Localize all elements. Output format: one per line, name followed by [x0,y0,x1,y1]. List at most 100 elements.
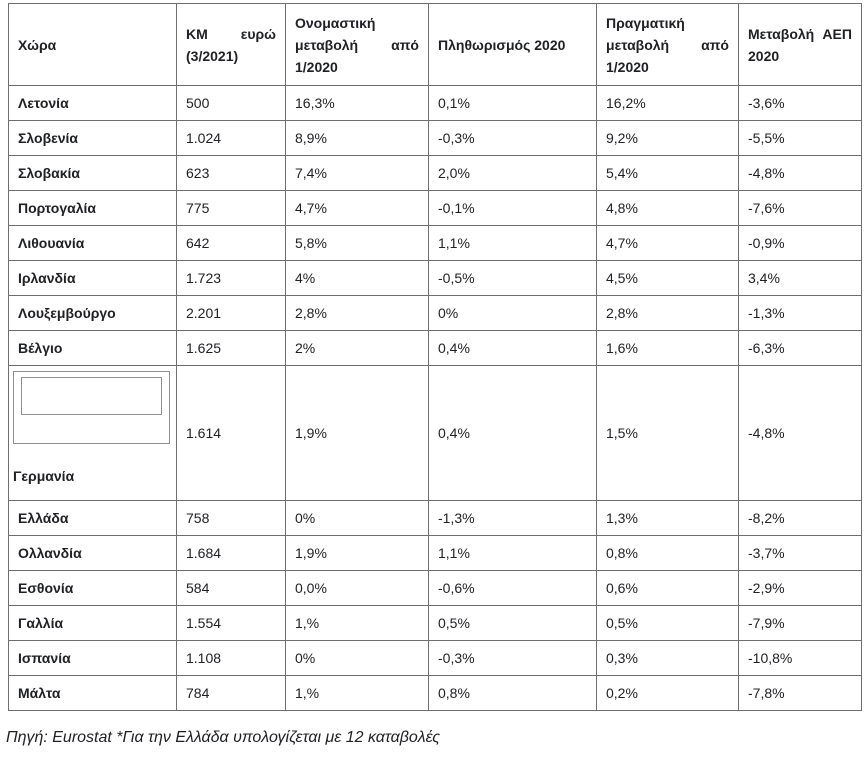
column-header-nominal-change: Ονομαστική μεταβολή από 1/2020 [285,3,429,86]
source-note: Πηγή: Eurostat *Για την Ελλάδα υπολογίζε… [6,729,441,746]
nominal-change-cell: 2% [285,330,429,366]
inflation-cell: -1,3% [428,500,597,536]
inflation-cell: -0,3% [428,640,597,676]
gdp-change-cell: -4,8% [738,155,862,191]
gdp-change-cell: -5,5% [738,120,862,156]
table-row: Λιθουανία 642 5,8% 1,1% 4,7% -0,9% [8,225,862,261]
country-cell: Λουξεμβούργο [8,295,177,331]
table-header: Χώρα ΚΜ ευρώ (3/2021) Ονομαστική μεταβολ… [8,3,862,86]
real-change-cell: 1,6% [596,330,739,366]
country-cell: Σλοβενία [8,120,177,156]
nominal-change-cell: 0% [285,500,429,536]
nominal-change-cell: 1,% [285,605,429,641]
table-row: Γερμανία 1.614 1,9% 0,4% 1,5% -4,8% [8,365,862,501]
real-change-cell: 5,4% [596,155,739,191]
country-label: Λιθουανία [18,235,85,251]
country-label: Βέλγιο [18,340,63,356]
km-cell: 2.201 [176,295,286,331]
inflation-cell: 1,1% [428,535,597,571]
inflation-cell: -0,6% [428,570,597,606]
real-change-cell: 4,7% [596,225,739,261]
real-change-cell: 1,3% [596,500,739,536]
gdp-change-cell: 3,4% [738,260,862,296]
inflation-cell: 0,4% [428,330,597,366]
country-label: Γαλλία [18,615,64,631]
gdp-change-cell: -4,8% [738,365,862,501]
km-cell: 784 [176,675,286,711]
gdp-change-cell: -7,8% [738,675,862,711]
gdp-change-cell: -3,7% [738,535,862,571]
table-row: Γαλλία 1.554 1,% 0,5% 0,5% -7,9% [8,605,862,641]
nominal-change-cell: 7,4% [285,155,429,191]
nominal-change-cell: 0% [285,640,429,676]
country-cell: Μάλτα [8,675,177,711]
real-change-cell: 0,3% [596,640,739,676]
table-row: Πορτογαλία 775 4,7% -0,1% 4,8% -7,6% [8,190,862,226]
page-content: Χώρα ΚΜ ευρώ (3/2021) Ονομαστική μεταβολ… [6,3,862,746]
country-cell: Ιρλανδία [8,260,177,296]
country-label: Λουξεμβούργο [18,305,116,321]
table-row: Λουξεμβούργο 2.201 2,8% 0% 2,8% -1,3% [8,295,862,331]
gdp-change-cell: -2,9% [738,570,862,606]
country-cell: Σλοβακία [8,155,177,191]
inflation-cell: 2,0% [428,155,597,191]
column-header-inflation: Πληθωρισμός 2020 [428,3,597,86]
table-body: Λετονία 500 16,3% 0,1% 16,2% -3,6% Σλοβε… [8,85,862,711]
country-label: Πορτογαλία [18,200,97,216]
broken-image-inner-frame [21,377,162,415]
nominal-change-cell: 4,7% [285,190,429,226]
gdp-change-cell: -8,2% [738,500,862,536]
km-cell: 584 [176,570,286,606]
real-change-cell: 0,6% [596,570,739,606]
inflation-cell: 0,5% [428,605,597,641]
table-row: Λετονία 500 16,3% 0,1% 16,2% -3,6% [8,85,862,121]
column-header-real-change: Πραγματική μεταβολή από 1/2020 [596,3,739,86]
inflation-cell: 0,1% [428,85,597,121]
km-cell: 758 [176,500,286,536]
country-label: Ιρλανδία [18,270,76,286]
country-label: Ολλανδία [18,545,82,561]
country-label: Εσθονία [18,580,74,596]
inflation-cell: -0,3% [428,120,597,156]
nominal-change-cell: 0,0% [285,570,429,606]
minimum-wage-table: Χώρα ΚΜ ευρώ (3/2021) Ονομαστική μεταβολ… [8,3,862,711]
real-change-cell: 0,8% [596,535,739,571]
column-header-km: ΚΜ ευρώ (3/2021) [176,3,286,86]
header-row: Χώρα ΚΜ ευρώ (3/2021) Ονομαστική μεταβολ… [8,3,862,86]
km-cell: 1.108 [176,640,286,676]
table-row: Σλοβακία 623 7,4% 2,0% 5,4% -4,8% [8,155,862,191]
real-change-cell: 4,5% [596,260,739,296]
table-row: Μάλτα 784 1,% 0,8% 0,2% -7,8% [8,675,862,711]
country-label: Γερμανία [13,468,75,484]
km-cell: 1.723 [176,260,286,296]
inflation-cell: 0% [428,295,597,331]
km-cell: 1.554 [176,605,286,641]
nominal-change-cell: 16,3% [285,85,429,121]
gdp-change-cell: -7,9% [738,605,862,641]
table-row: Εσθονία 584 0,0% -0,6% 0,6% -2,9% [8,570,862,606]
nominal-change-cell: 4% [285,260,429,296]
inflation-cell: -0,5% [428,260,597,296]
table-row: Σλοβενία 1.024 8,9% -0,3% 9,2% -5,5% [8,120,862,156]
country-cell: Ολλανδία [8,535,177,571]
country-label: Ισπανία [18,650,71,666]
real-change-cell: 1,5% [596,365,739,501]
km-cell: 1.024 [176,120,286,156]
table-row: Ιρλανδία 1.723 4% -0,5% 4,5% 3,4% [8,260,862,296]
real-change-cell: 2,8% [596,295,739,331]
inflation-cell: 0,4% [428,365,597,501]
nominal-change-cell: 1,9% [285,535,429,571]
broken-image-placeholder [13,371,170,444]
km-cell: 775 [176,190,286,226]
country-cell: Ισπανία [8,640,177,676]
km-cell: 1.614 [176,365,286,501]
real-change-cell: 16,2% [596,85,739,121]
nominal-change-cell: 1,% [285,675,429,711]
country-cell: Πορτογαλία [8,190,177,226]
nominal-change-cell: 1,9% [285,365,429,501]
country-label: Σλοβακία [18,165,81,181]
country-cell: Εσθονία [8,570,177,606]
km-cell: 623 [176,155,286,191]
table-row: Ολλανδία 1.684 1,9% 1,1% 0,8% -3,7% [8,535,862,571]
inflation-cell: 0,8% [428,675,597,711]
